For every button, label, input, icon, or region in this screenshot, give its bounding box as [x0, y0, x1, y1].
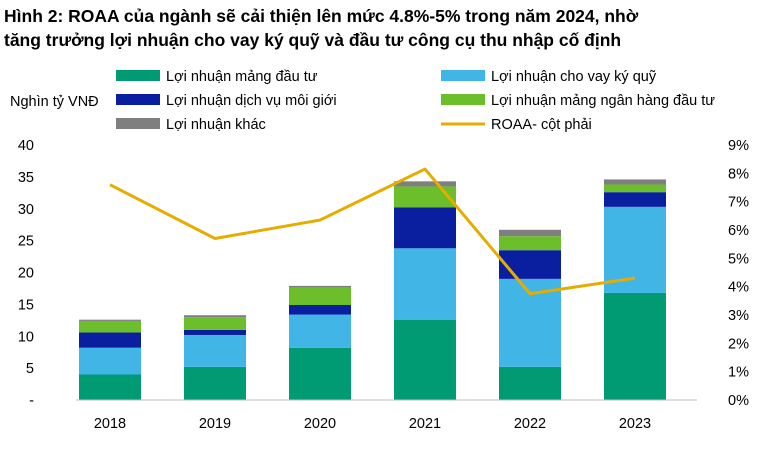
bar-segment — [79, 374, 141, 400]
bar-series-group — [79, 179, 666, 400]
y2-tick-label: 1% — [728, 365, 749, 381]
bar-segment — [604, 192, 666, 207]
y-tick-label: 15 — [18, 297, 34, 313]
bar-segment — [499, 250, 561, 279]
x-tick-label: 2023 — [619, 416, 651, 432]
x-tick-label: 2019 — [199, 416, 231, 432]
y2-tick-label: 7% — [728, 195, 749, 211]
legend-label: ROAA- cột phải — [491, 117, 592, 133]
bar-segment — [394, 207, 456, 249]
y2-tick-label: 3% — [728, 308, 749, 324]
y-tick-label: 5 — [26, 361, 34, 377]
bar-segment — [604, 184, 666, 193]
y-tick-label: 35 — [18, 170, 34, 186]
legend-swatch — [441, 94, 485, 105]
legend-swatch — [441, 70, 485, 81]
y2-tick-label: 9% — [728, 138, 749, 154]
legend-label: Lợi nhuận khác — [166, 117, 266, 133]
x-tick-label: 2020 — [304, 416, 336, 432]
y-axis-right: 0% 1% 2% 3% 4% 5% 6% 7% 8% 9% — [728, 138, 749, 409]
legend-swatch — [116, 118, 160, 129]
chart-title: Hình 2: ROAA của ngành sẽ cải thiện lên … — [4, 4, 761, 52]
y2-tick-label: 6% — [728, 223, 749, 239]
y-axis-left: - 5 10 15 20 25 30 35 40 — [18, 138, 34, 409]
y-tick-label: - — [29, 393, 34, 409]
chart-legend: Lợi nhuận mảng đầu tư Lợi nhuận cho vay k… — [116, 69, 715, 133]
x-tick-label: 2018 — [94, 416, 126, 432]
y-tick-label: 30 — [18, 202, 34, 218]
legend-label: Lợi nhuận cho vay ký quỹ — [491, 69, 657, 85]
bar-segment — [289, 314, 351, 348]
roaa-line — [109, 167, 636, 296]
bar-segment — [79, 347, 141, 375]
bar-segment — [184, 334, 246, 367]
bar-segment — [394, 186, 456, 208]
chart-title-line-2: tăng trưởng lợi nhuận cho vay ký quỹ và … — [4, 30, 622, 50]
bar-segment — [289, 305, 351, 315]
bar-segment — [289, 287, 351, 306]
bar-segment — [289, 347, 351, 400]
bar-segment — [184, 317, 246, 330]
legend-swatch — [116, 70, 160, 81]
legend-label: Lợi nhuận mảng ngân hàng đầu tư — [491, 93, 715, 109]
bar-segment — [499, 366, 561, 400]
y-tick-label: 25 — [18, 234, 34, 250]
bar-segment — [79, 320, 141, 333]
y2-tick-label: 0% — [728, 393, 749, 409]
y-tick-label: 10 — [18, 329, 34, 345]
y-tick-label: 40 — [18, 138, 34, 154]
legend-label: Lợi nhuận dịch vụ môi giới — [166, 93, 337, 109]
x-axis: 2018 2019 2020 2021 2022 2023 — [94, 416, 651, 432]
bar-segment — [289, 285, 351, 288]
roaa-line-series — [109, 167, 636, 296]
y-axis-label: Nghìn tỷ VNĐ — [10, 94, 99, 110]
bar-segment — [394, 319, 456, 400]
y2-tick-label: 8% — [728, 166, 749, 182]
chart-title-line-1: Hình 2: ROAA của ngành sẽ cải thiện lên … — [4, 6, 639, 26]
bar-segment — [604, 179, 666, 185]
bar-segment — [79, 319, 141, 321]
bar-segment — [499, 229, 561, 237]
y2-tick-label: 2% — [728, 336, 749, 352]
x-tick-label: 2022 — [514, 416, 546, 432]
bar-segment — [184, 315, 246, 318]
bar-segment — [499, 236, 561, 251]
x-tick-label: 2021 — [409, 416, 441, 432]
y2-tick-label: 5% — [728, 251, 749, 267]
bar-segment — [184, 329, 246, 335]
legend-label: Lợi nhuận mảng đầu tư — [166, 69, 318, 85]
y2-tick-label: 4% — [728, 280, 749, 296]
bar-segment — [79, 332, 141, 348]
bar-segment — [604, 292, 666, 400]
bar-segment — [184, 366, 246, 400]
y-tick-label: 20 — [18, 266, 34, 282]
bar-segment — [394, 181, 456, 187]
legend-swatch — [116, 94, 160, 105]
bar-segment — [394, 248, 456, 320]
